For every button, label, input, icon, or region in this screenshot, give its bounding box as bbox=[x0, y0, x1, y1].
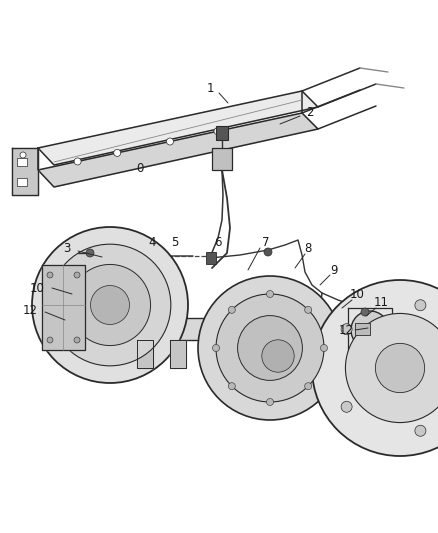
Bar bbox=[206, 252, 216, 264]
Text: 4: 4 bbox=[148, 237, 156, 249]
Text: 11: 11 bbox=[374, 296, 389, 310]
Circle shape bbox=[341, 401, 352, 413]
Circle shape bbox=[74, 272, 80, 278]
Circle shape bbox=[228, 306, 235, 313]
Circle shape bbox=[166, 138, 173, 145]
Circle shape bbox=[375, 343, 424, 393]
Circle shape bbox=[415, 425, 426, 437]
Polygon shape bbox=[137, 340, 153, 368]
Circle shape bbox=[74, 337, 80, 343]
Bar bbox=[355, 323, 370, 335]
Circle shape bbox=[415, 300, 426, 311]
Circle shape bbox=[346, 313, 438, 423]
Polygon shape bbox=[38, 113, 318, 187]
Circle shape bbox=[266, 290, 273, 297]
Circle shape bbox=[214, 128, 221, 135]
Circle shape bbox=[266, 399, 273, 406]
Circle shape bbox=[32, 227, 188, 383]
Ellipse shape bbox=[262, 340, 294, 372]
Circle shape bbox=[47, 337, 53, 343]
Text: 1: 1 bbox=[206, 82, 214, 94]
Bar bbox=[216, 126, 228, 140]
Text: 2: 2 bbox=[306, 107, 314, 119]
Bar bbox=[17, 178, 27, 186]
Circle shape bbox=[114, 149, 121, 156]
Text: 0: 0 bbox=[136, 161, 144, 174]
Circle shape bbox=[361, 308, 369, 316]
Ellipse shape bbox=[216, 294, 324, 402]
Text: 10: 10 bbox=[29, 281, 44, 295]
Circle shape bbox=[228, 383, 235, 390]
Polygon shape bbox=[170, 340, 186, 368]
Text: 10: 10 bbox=[350, 288, 364, 302]
Ellipse shape bbox=[351, 311, 389, 349]
Circle shape bbox=[264, 248, 272, 256]
Circle shape bbox=[91, 286, 130, 325]
Bar bbox=[342, 313, 420, 338]
Ellipse shape bbox=[237, 316, 302, 381]
Circle shape bbox=[74, 158, 81, 165]
Polygon shape bbox=[42, 265, 85, 350]
Polygon shape bbox=[12, 148, 38, 195]
Bar bbox=[110, 318, 258, 340]
Bar bbox=[17, 158, 27, 166]
Circle shape bbox=[305, 306, 312, 313]
Circle shape bbox=[312, 280, 438, 456]
Circle shape bbox=[321, 344, 328, 351]
Text: 8: 8 bbox=[304, 243, 312, 255]
Text: 7: 7 bbox=[262, 237, 270, 249]
Polygon shape bbox=[38, 91, 318, 165]
Circle shape bbox=[20, 152, 26, 158]
Ellipse shape bbox=[198, 276, 342, 420]
Text: 5: 5 bbox=[171, 237, 179, 249]
Circle shape bbox=[212, 344, 219, 351]
Circle shape bbox=[47, 272, 53, 278]
Text: 9: 9 bbox=[330, 263, 338, 277]
Bar bbox=[212, 148, 232, 170]
Circle shape bbox=[86, 249, 94, 257]
Circle shape bbox=[70, 264, 151, 345]
Text: 12: 12 bbox=[22, 303, 38, 317]
Text: 6: 6 bbox=[214, 237, 222, 249]
Text: 12: 12 bbox=[339, 324, 353, 336]
Circle shape bbox=[49, 244, 171, 366]
Circle shape bbox=[341, 324, 352, 335]
Polygon shape bbox=[348, 308, 392, 358]
Circle shape bbox=[305, 383, 312, 390]
Text: 3: 3 bbox=[64, 243, 71, 255]
